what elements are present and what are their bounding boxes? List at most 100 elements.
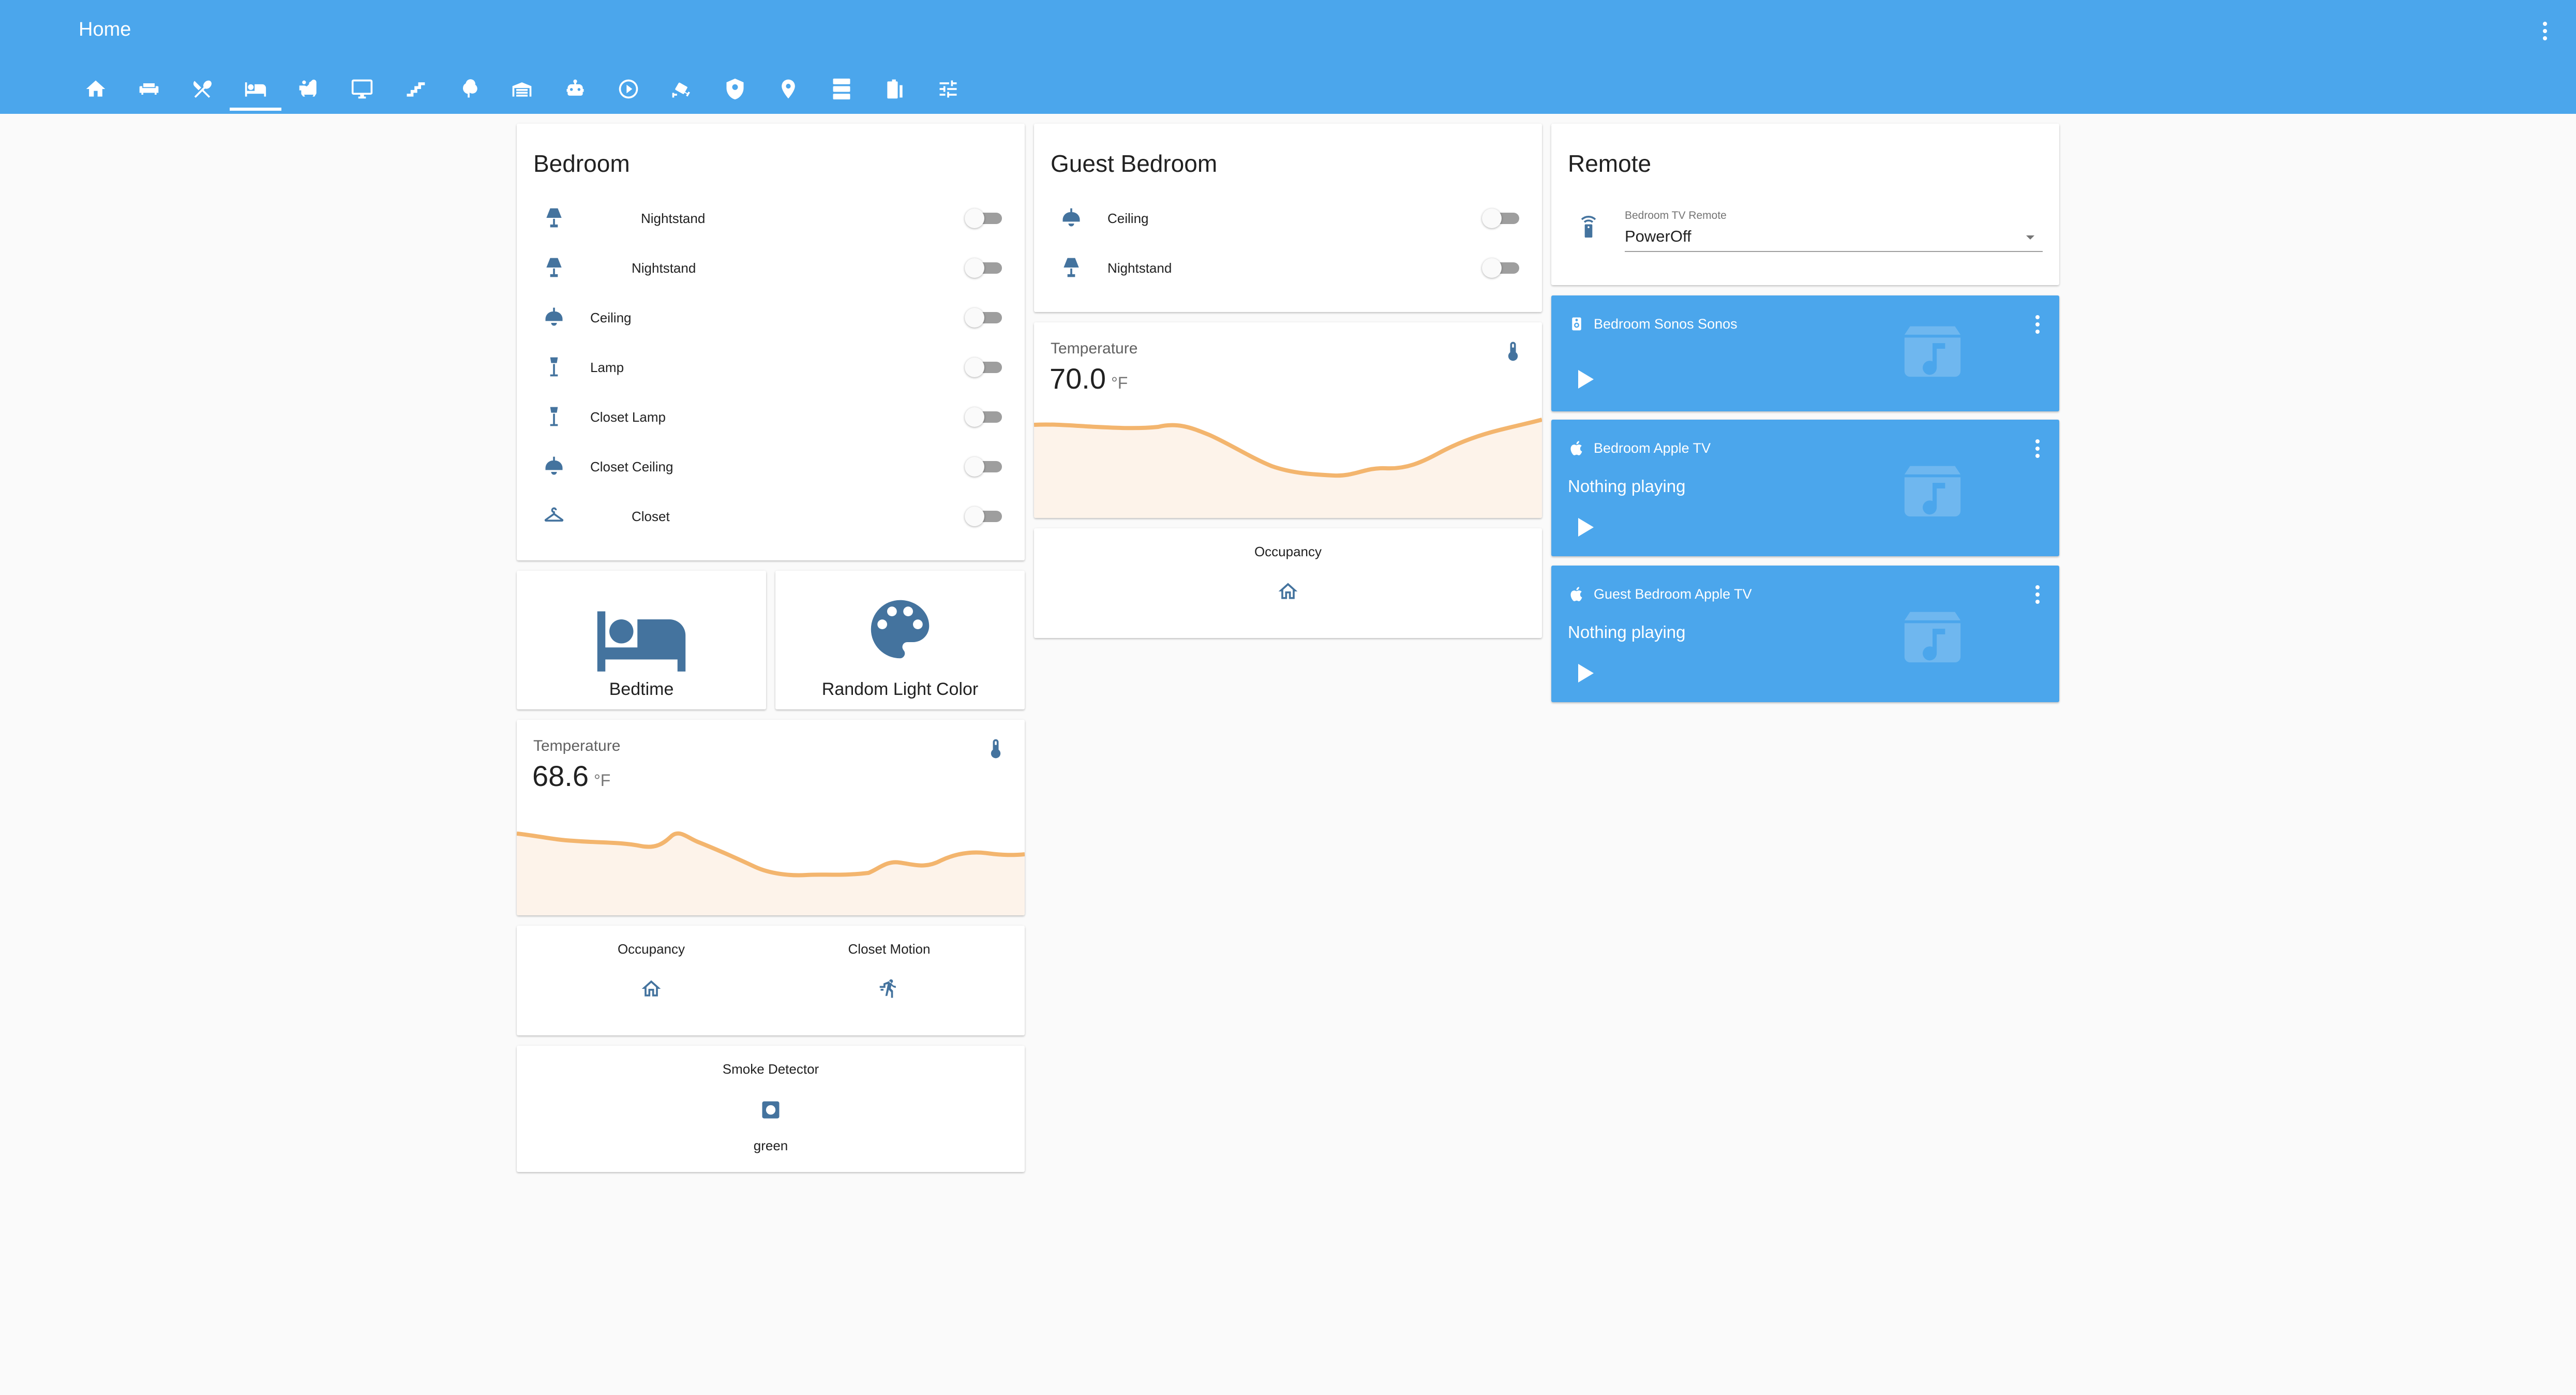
more-vert-icon[interactable] [2540, 21, 2550, 41]
tab-office[interactable] [336, 67, 388, 111]
play-circle-icon [619, 79, 638, 99]
button-label: Bedtime [609, 679, 674, 699]
thermometer-icon [991, 739, 1001, 759]
tab-power[interactable] [869, 67, 921, 111]
entity-label: Nightstand [1107, 260, 1172, 276]
more-vert-icon[interactable] [2033, 584, 2042, 605]
tune-icon [939, 80, 957, 98]
entity-label: Closet Ceiling [590, 459, 673, 474]
bed-icon [597, 611, 686, 672]
entity-toggle[interactable] [965, 357, 1002, 377]
temperature-graph [1034, 418, 1542, 518]
play-icon[interactable] [1572, 515, 1597, 540]
tab-garage[interactable] [496, 67, 548, 111]
bedtime-button[interactable]: Bedtime [517, 571, 766, 709]
sensor-value: 70.0 °F [1050, 362, 1128, 395]
smoke-detector-state: green [753, 1138, 788, 1153]
card-title: Bedroom [533, 150, 630, 177]
tab-settings[interactable] [922, 67, 974, 111]
lamp-icon [546, 208, 562, 228]
tab-security[interactable] [709, 67, 761, 111]
smoke-detector-card[interactable]: Smoke Detector green [517, 1046, 1025, 1172]
bed-icon [245, 82, 266, 97]
entity-toggle[interactable] [965, 307, 1002, 328]
apple-icon [1570, 587, 1582, 601]
bathtub-icon [299, 79, 317, 97]
select-underline [1625, 251, 2043, 252]
sofa-icon [139, 83, 159, 95]
tab-server[interactable] [816, 67, 867, 111]
entity-toggle[interactable] [965, 506, 1002, 526]
home-outline-icon[interactable] [1277, 580, 1299, 603]
entity-label: Ceiling [590, 310, 632, 325]
silverware-icon [193, 80, 212, 98]
chevron-down-icon[interactable] [2024, 233, 2036, 242]
battery-icon [887, 79, 903, 99]
robot-icon [566, 79, 584, 96]
entity-label: Closet Lamp [590, 409, 666, 425]
entity-toggle[interactable] [965, 456, 1002, 477]
tab-living-room[interactable] [123, 67, 175, 111]
lamp-icon [1064, 258, 1079, 277]
server-icon [833, 78, 850, 100]
media-player-card[interactable]: Guest Bedroom Apple TV Nothing playing [1551, 566, 2059, 702]
entity-toggle[interactable] [965, 406, 1002, 427]
closet-motion-label: Closet Motion [848, 941, 931, 957]
tab-bedroom[interactable] [230, 67, 281, 111]
entity-toggle[interactable] [965, 257, 1002, 278]
bedroom-card: Bedroom Nightstand Nightstand Ceiling La… [517, 124, 1025, 560]
guest-temperature-card[interactable]: Temperature 70.0 °F [1034, 322, 1542, 518]
occupancy-label: Occupancy [617, 941, 685, 957]
entity-label: Ceiling [1107, 211, 1149, 226]
map-marker-icon [782, 79, 795, 99]
remote-icon [1581, 216, 1596, 238]
entity-label: Closet [632, 509, 670, 524]
temperature-value: 68.6 [532, 760, 589, 792]
more-vert-icon[interactable] [2033, 314, 2042, 335]
floor-lamp-icon [550, 407, 558, 426]
remote-command-select[interactable]: PowerOff [1625, 227, 1691, 245]
card-title: Remote [1568, 150, 1652, 177]
speaker-icon [1572, 317, 1581, 331]
lamp-icon [546, 258, 562, 277]
shield-icon [726, 78, 744, 100]
more-vert-icon[interactable] [2033, 438, 2042, 459]
entity-toggle[interactable] [1482, 257, 1519, 278]
button-label: Random Light Color [821, 679, 979, 699]
home-outline-icon[interactable] [640, 977, 663, 1000]
motion-sensor-icon[interactable] [878, 977, 901, 1000]
play-icon[interactable] [1572, 661, 1597, 686]
entity-toggle[interactable] [1482, 207, 1519, 228]
movie-music-icon [1904, 466, 1961, 517]
tab-robot[interactable] [549, 67, 601, 111]
tab-location[interactable] [762, 67, 814, 111]
floor-lamp-icon [550, 357, 558, 377]
tab-cameras[interactable] [656, 67, 708, 111]
media-name: Guest Bedroom Apple TV [1594, 586, 1752, 602]
random-light-color-button[interactable]: Random Light Color [775, 571, 1025, 709]
bedroom-temperature-card[interactable]: Temperature 68.6 °F [517, 720, 1025, 915]
tab-kitchen[interactable] [176, 67, 228, 111]
garage-icon [512, 82, 532, 97]
select-label: Bedroom TV Remote [1625, 210, 1727, 221]
stairs-icon [407, 82, 425, 97]
tab-garden[interactable] [443, 67, 495, 111]
media-player-card[interactable]: Bedroom Sonos Sonos [1551, 295, 2059, 411]
guest-bedroom-card: Guest Bedroom Ceiling Nightstand [1034, 124, 1542, 312]
temperature-graph [517, 831, 1025, 915]
desktop-icon [351, 79, 373, 99]
entity-toggle[interactable] [965, 207, 1002, 228]
occupancy-label: Occupancy [1254, 544, 1322, 559]
play-icon[interactable] [1572, 367, 1597, 392]
tab-home[interactable] [70, 67, 122, 111]
temperature-value: 70.0 [1050, 362, 1106, 395]
media-name: Bedroom Apple TV [1594, 440, 1711, 456]
tab-bathroom[interactable] [283, 67, 335, 111]
sensor-value: 68.6 °F [532, 759, 610, 793]
tab-media[interactable] [603, 67, 654, 111]
smoke-detector-icon [762, 1101, 780, 1119]
tab-stairs[interactable] [390, 67, 441, 111]
page-title: Home [79, 19, 131, 40]
entity-label: Nightstand [632, 260, 696, 276]
media-player-card[interactable]: Bedroom Apple TV Nothing playing [1551, 420, 2059, 556]
